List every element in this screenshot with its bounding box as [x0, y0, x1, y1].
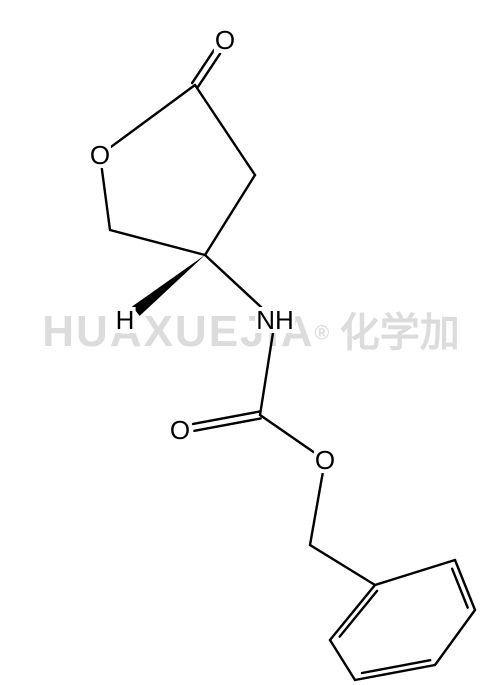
- atom-label-H_wedge: H: [115, 307, 136, 333]
- atom-label-O_ring: O: [89, 142, 111, 168]
- atom-label-O_ester: O: [314, 447, 336, 473]
- atom-label-N_amine: NH: [255, 307, 295, 333]
- molecule-canvas: HUAXUEJIA® 化学加 OOHNHOO: [0, 0, 502, 685]
- atom-label-O_dbl_top: O: [214, 27, 236, 53]
- atom-label-O_dbl_mid: O: [169, 417, 191, 443]
- molecule-svg: [0, 0, 502, 685]
